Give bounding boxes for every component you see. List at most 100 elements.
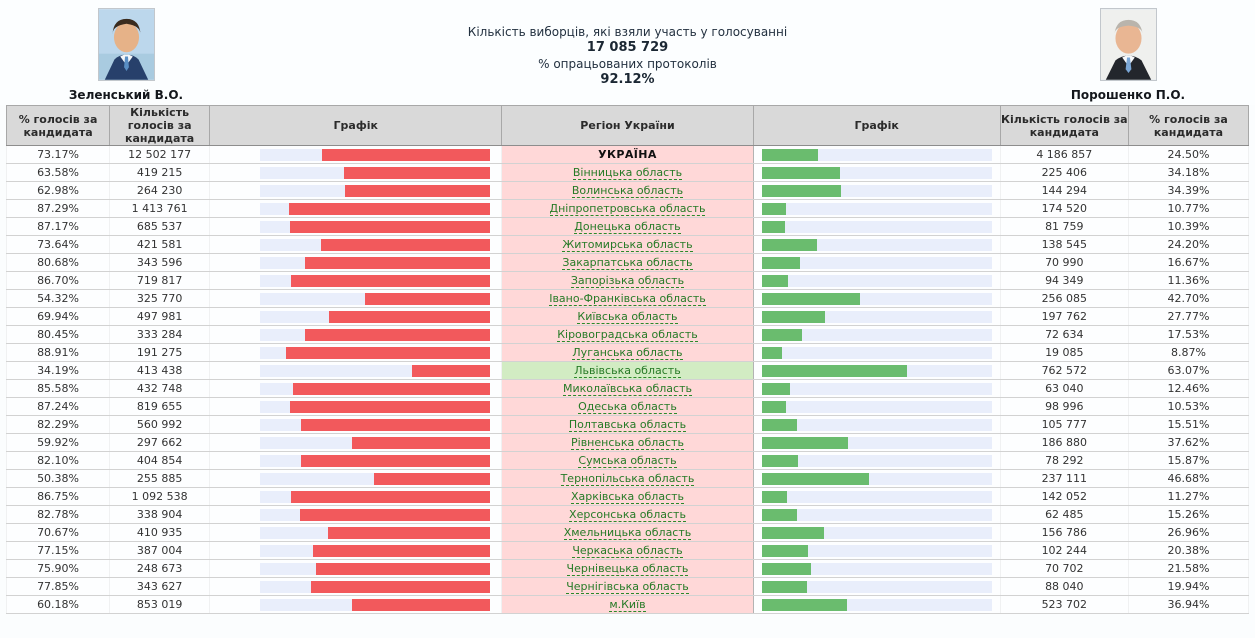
left-bar-fill bbox=[293, 382, 491, 395]
left-graph-cell bbox=[209, 505, 503, 524]
right-graph-cell bbox=[752, 397, 1001, 416]
right-votes-cell: 186 880 bbox=[999, 433, 1129, 452]
right-graph-cell bbox=[752, 181, 1001, 200]
region-cell: Тернопільська область bbox=[501, 469, 754, 488]
protocols-label: % опрацьованих протоколів bbox=[538, 57, 717, 71]
table-row: 80.45% 333 284 Кіровоградська область 72… bbox=[5, 325, 1250, 344]
region-link[interactable]: Львівська область bbox=[574, 364, 681, 378]
left-bar-track bbox=[260, 364, 491, 377]
region-link[interactable]: Донецька область bbox=[574, 220, 681, 234]
region-link[interactable]: Івано-Франківська область bbox=[549, 292, 706, 306]
right-graph-cell bbox=[752, 343, 1001, 362]
left-percent-cell: 34.19% bbox=[5, 361, 111, 380]
left-votes-cell: 297 662 bbox=[109, 433, 211, 452]
col-header-left-percent: % голосів за кандидата bbox=[5, 105, 111, 146]
left-percent-cell: 75.90% bbox=[5, 559, 111, 578]
left-percent-cell: 85.58% bbox=[5, 379, 111, 398]
left-graph-cell bbox=[209, 145, 503, 164]
right-percent-cell: 24.50% bbox=[1127, 145, 1250, 164]
left-graph-cell bbox=[209, 541, 503, 560]
left-votes-cell: 255 885 bbox=[109, 469, 211, 488]
right-bar-track bbox=[761, 184, 992, 197]
region-link[interactable]: Дніпропетровська область bbox=[549, 202, 706, 216]
left-bar-track bbox=[260, 418, 491, 431]
region-link[interactable]: Київська область bbox=[577, 310, 678, 324]
right-bar-track bbox=[761, 202, 992, 215]
left-votes-cell: 413 438 bbox=[109, 361, 211, 380]
left-bar-track bbox=[260, 400, 491, 413]
right-bar-track bbox=[761, 544, 992, 557]
region-link[interactable]: Житомирська область bbox=[562, 238, 693, 252]
left-graph-cell bbox=[209, 433, 503, 452]
table-row: 60.18% 853 019 м.Київ 523 702 36.94% bbox=[5, 595, 1250, 614]
region-link[interactable]: Одеська область bbox=[578, 400, 677, 414]
region-link[interactable]: Запорізька область bbox=[570, 274, 685, 288]
right-bar-track bbox=[761, 400, 992, 413]
left-percent-cell: 59.92% bbox=[5, 433, 111, 452]
right-graph-cell bbox=[752, 253, 1001, 272]
left-votes-cell: 819 655 bbox=[109, 397, 211, 416]
left-bar-fill bbox=[345, 184, 491, 197]
region-link[interactable]: Волинська область bbox=[571, 184, 684, 198]
region-link[interactable]: Полтавська область bbox=[568, 418, 687, 432]
right-bar-track bbox=[761, 220, 992, 233]
right-votes-cell: 78 292 bbox=[999, 451, 1129, 470]
right-votes-cell: 174 520 bbox=[999, 199, 1129, 218]
region-link[interactable]: Черкаська область bbox=[572, 544, 683, 558]
table-row: 86.75% 1 092 538 Харківська область 142 … bbox=[5, 487, 1250, 506]
right-graph-cell bbox=[752, 559, 1001, 578]
left-graph-cell bbox=[209, 343, 503, 362]
region-link[interactable]: Тернопільська область bbox=[560, 472, 695, 486]
right-percent-cell: 19.94% bbox=[1127, 577, 1250, 596]
region-cell: Кіровоградська область bbox=[501, 325, 754, 344]
left-bar-fill bbox=[301, 454, 491, 467]
right-votes-cell: 156 786 bbox=[999, 523, 1129, 542]
left-graph-cell bbox=[209, 325, 503, 344]
right-percent-cell: 11.36% bbox=[1127, 271, 1250, 290]
region-link[interactable]: Кіровоградська область bbox=[557, 328, 698, 342]
left-graph-cell bbox=[209, 469, 503, 488]
left-votes-cell: 410 935 bbox=[109, 523, 211, 542]
left-bar-fill bbox=[343, 166, 491, 179]
right-bar-fill bbox=[761, 382, 791, 395]
right-votes-cell: 105 777 bbox=[999, 415, 1129, 434]
right-bar-fill bbox=[761, 328, 802, 341]
left-percent-cell: 73.17% bbox=[5, 145, 111, 164]
table-row: 85.58% 432 748 Миколаївська область 63 0… bbox=[5, 379, 1250, 398]
left-bar-fill bbox=[315, 562, 491, 575]
table-row: 87.29% 1 413 761 Дніпропетровська област… bbox=[5, 199, 1250, 218]
left-bar-fill bbox=[374, 472, 491, 485]
right-bar-fill bbox=[761, 490, 788, 503]
region-link[interactable]: Рівненська область bbox=[571, 436, 684, 450]
right-graph-cell bbox=[752, 199, 1001, 218]
table-row: 75.90% 248 673 Чернівецька область 70 70… bbox=[5, 559, 1250, 578]
left-percent-cell: 82.78% bbox=[5, 505, 111, 524]
region-link[interactable]: Чернігівська область bbox=[566, 580, 689, 594]
left-percent-cell: 87.24% bbox=[5, 397, 111, 416]
region-link[interactable]: Сумська область bbox=[578, 454, 677, 468]
left-bar-track bbox=[260, 490, 491, 503]
region-cell: Херсонська область bbox=[501, 505, 754, 524]
region-link[interactable]: Харківська область bbox=[570, 490, 685, 504]
right-bar-fill bbox=[761, 238, 818, 251]
left-bar-track bbox=[260, 310, 491, 323]
region-link[interactable]: Миколаївська область bbox=[563, 382, 692, 396]
right-percent-cell: 20.38% bbox=[1127, 541, 1250, 560]
left-graph-cell bbox=[209, 361, 503, 380]
left-bar-fill bbox=[311, 580, 491, 593]
region-link[interactable]: Луганська область bbox=[572, 346, 683, 360]
left-graph-cell bbox=[209, 253, 503, 272]
right-bar-fill bbox=[761, 544, 809, 557]
table-row: 73.64% 421 581 Житомирська область 138 5… bbox=[5, 235, 1250, 254]
region-link[interactable]: Хмельницька область bbox=[563, 526, 692, 540]
left-bar-fill bbox=[320, 238, 491, 251]
region-link[interactable]: Закарпатська область bbox=[562, 256, 693, 270]
left-bar-track bbox=[260, 580, 491, 593]
region-link[interactable]: Чернівецька область bbox=[566, 562, 689, 576]
right-bar-track bbox=[761, 310, 992, 323]
region-link[interactable]: м.Київ bbox=[609, 598, 646, 612]
region-link[interactable]: Херсонська область bbox=[569, 508, 686, 522]
left-graph-cell bbox=[209, 217, 503, 236]
left-bar-track bbox=[260, 544, 491, 557]
region-link[interactable]: Вінницька область bbox=[572, 166, 683, 180]
